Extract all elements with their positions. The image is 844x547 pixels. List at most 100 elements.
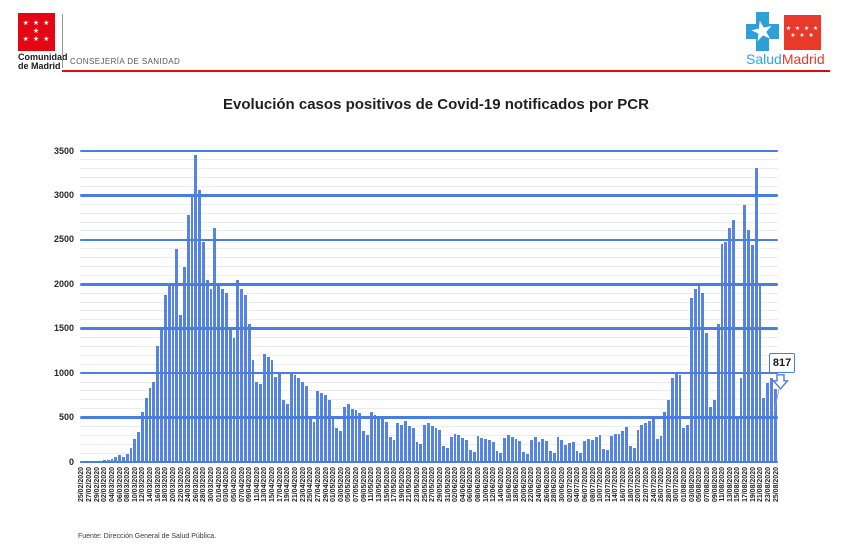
salud-word: Salud (746, 51, 782, 67)
callout-arrow-down-icon (772, 374, 790, 390)
bar-23/06/2020 (533, 437, 537, 462)
bar-04/05/2020 (343, 406, 346, 462)
bar-26/04/2020 (312, 422, 316, 462)
bar-21/05/2020 (407, 426, 411, 462)
bar-22/06/2020 (529, 439, 533, 462)
bar-04/03/2020 (110, 458, 114, 462)
salud-madrid-logo: ★ ★ ★ ★ ★ ★ ★ ★ SaludMadrid (746, 11, 830, 69)
bar-24/04/2020 (304, 386, 308, 462)
bar-23/05/2020 (415, 442, 419, 462)
bar-24/06/2020 (537, 441, 541, 462)
minor-gridline (80, 230, 778, 232)
bar-04/08/2020 (693, 288, 697, 462)
minor-gridline (80, 390, 778, 392)
bar-16/04/2020 (274, 376, 278, 462)
bar-05/05/2020 (346, 404, 350, 462)
header-rule (62, 70, 830, 72)
minor-gridline (80, 337, 778, 339)
bar-07/04/2020 (240, 288, 243, 462)
bar-08/08/2020 (709, 406, 712, 462)
bar-12/05/2020 (373, 414, 377, 462)
bar-20/05/2020 (404, 421, 407, 462)
bar-21/03/2020 (175, 248, 179, 462)
bar-18/03/2020 (163, 294, 167, 462)
bar-03/06/2020 (457, 435, 461, 462)
y-tick-label: 0 (68, 456, 74, 467)
source-note: Fuente: Dirección General de Salud Públi… (78, 533, 217, 540)
bar-16/03/2020 (156, 345, 160, 462)
department-name: CONSEJERÍA DE SANIDAD (70, 57, 181, 66)
minor-gridline (80, 186, 778, 188)
bar-09/07/2020 (594, 437, 598, 462)
bar-29/03/2020 (205, 279, 209, 462)
bar-09/08/2020 (712, 399, 716, 462)
bar-15/04/2020 (270, 359, 274, 462)
bar-30/03/2020 (209, 288, 213, 462)
bar-03/04/2020 (224, 293, 228, 462)
bar-07/03/2020 (121, 456, 125, 462)
minor-gridline (80, 177, 778, 179)
bar-23/04/2020 (301, 382, 304, 462)
bar-28/03/2020 (202, 241, 205, 462)
bar-10/03/2020 (133, 438, 137, 462)
flag-stars-icon: ★ ★ ★ ★ (22, 20, 51, 35)
bar-03/05/2020 (339, 430, 343, 462)
bar-25/05/2020 (423, 424, 426, 462)
bar-23/07/2020 (648, 421, 651, 462)
bar-13/05/2020 (377, 417, 381, 462)
minor-gridline (80, 399, 778, 401)
bar-03/08/2020 (690, 297, 693, 462)
bar-06/07/2020 (583, 440, 587, 462)
bar-06/03/2020 (118, 455, 121, 462)
bar-17/07/2020 (625, 427, 628, 462)
bar-27/06/2020 (548, 451, 552, 462)
bar-05/06/2020 (465, 439, 468, 462)
bar-13/07/2020 (609, 436, 613, 462)
bar-02/08/2020 (686, 424, 689, 462)
major-gridline (80, 327, 778, 330)
minor-gridline (80, 408, 778, 410)
bar-27/03/2020 (198, 190, 201, 462)
bar-07/07/2020 (587, 438, 590, 462)
bar-05/03/2020 (114, 457, 118, 462)
bar-07/05/2020 (354, 410, 358, 462)
bar-13/06/2020 (495, 451, 499, 462)
blue-cross-icon (746, 24, 779, 39)
bar-24/05/2020 (419, 444, 423, 462)
bar-08/06/2020 (476, 436, 480, 462)
bar-15/05/2020 (385, 422, 388, 462)
bar-06/08/2020 (701, 293, 705, 462)
bar-11/07/2020 (602, 448, 606, 462)
bar-08/03/2020 (125, 454, 129, 462)
bar-09/03/2020 (129, 447, 133, 462)
bar-04/07/2020 (575, 451, 579, 462)
x-axis: 25/02/2020 27/02/2020 29/02/2020 02/03/2020… (78, 467, 779, 525)
minor-gridline (80, 301, 778, 303)
bar-10/06/2020 (484, 438, 487, 462)
data-label-value: 817 (772, 357, 792, 369)
y-tick-label: 1000 (53, 367, 74, 378)
bar-14/04/2020 (266, 357, 270, 462)
bar-21/07/2020 (640, 424, 644, 462)
bar-16/05/2020 (388, 437, 392, 462)
bar-09/05/2020 (362, 430, 365, 462)
bar-25/04/2020 (308, 417, 312, 462)
minor-gridline (80, 266, 778, 267)
minor-gridline (80, 381, 778, 383)
major-gridline (80, 194, 778, 197)
bar-15/06/2020 (503, 438, 506, 462)
bar-17/03/2020 (160, 328, 163, 462)
bar-06/04/2020 (236, 279, 240, 462)
bar-05/04/2020 (232, 337, 236, 462)
bar-23/03/2020 (182, 266, 186, 462)
minor-gridline (80, 248, 778, 250)
minor-gridline (80, 212, 778, 214)
bar-29/07/2020 (670, 377, 674, 462)
bar-16/07/2020 (621, 430, 625, 462)
madrid-flag-icon: ★ ★ ★ ★ ★ ★ ★ (784, 15, 821, 50)
minor-gridline (80, 354, 778, 356)
bar-01/07/2020 (564, 445, 567, 462)
bar-17/06/2020 (510, 437, 514, 462)
bar-29/05/2020 (438, 430, 442, 462)
